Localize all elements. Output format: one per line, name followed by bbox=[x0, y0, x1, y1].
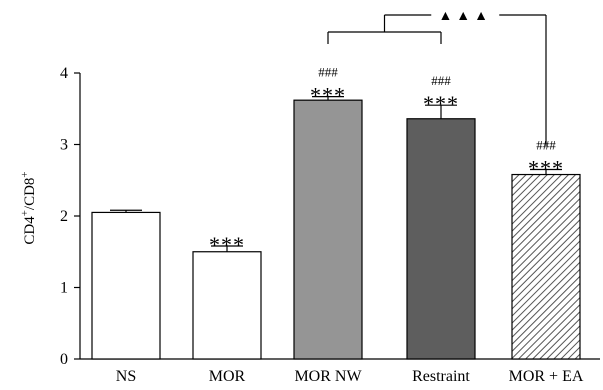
y-tick-label: 2 bbox=[60, 208, 68, 225]
bar bbox=[91, 211, 161, 360]
y-tick-label: 4 bbox=[60, 65, 68, 82]
y-tick-label: 3 bbox=[60, 137, 68, 154]
category-label: MOR bbox=[209, 368, 246, 385]
significance-stars: *** bbox=[209, 232, 245, 257]
significance-hashes: ### bbox=[318, 65, 338, 80]
category-label: MOR + EA bbox=[509, 368, 584, 385]
y-tick-label: 0 bbox=[60, 351, 68, 368]
bar bbox=[511, 173, 581, 360]
annotations: ▲▲▲ bbox=[327, 9, 547, 146]
y-axis-title: CD4+/CD8+ bbox=[19, 171, 38, 244]
significance-stars: *** bbox=[528, 156, 564, 181]
bar bbox=[192, 251, 262, 360]
category-label: NS bbox=[116, 368, 136, 385]
bracket-significance-label: ▲▲▲ bbox=[438, 9, 492, 24]
bar bbox=[406, 118, 476, 360]
labels: NS MOR *** MOR NW *** ### Restraint *** ### MOR +… bbox=[116, 65, 584, 385]
category-label: MOR NW bbox=[294, 368, 362, 385]
significance-hashes: ### bbox=[431, 73, 451, 88]
significance-stars: *** bbox=[423, 91, 459, 116]
bar bbox=[293, 99, 363, 360]
bars bbox=[91, 95, 581, 360]
significance-stars: *** bbox=[310, 83, 346, 108]
y-tick-label: 1 bbox=[60, 280, 68, 297]
category-label: Restraint bbox=[412, 368, 470, 385]
